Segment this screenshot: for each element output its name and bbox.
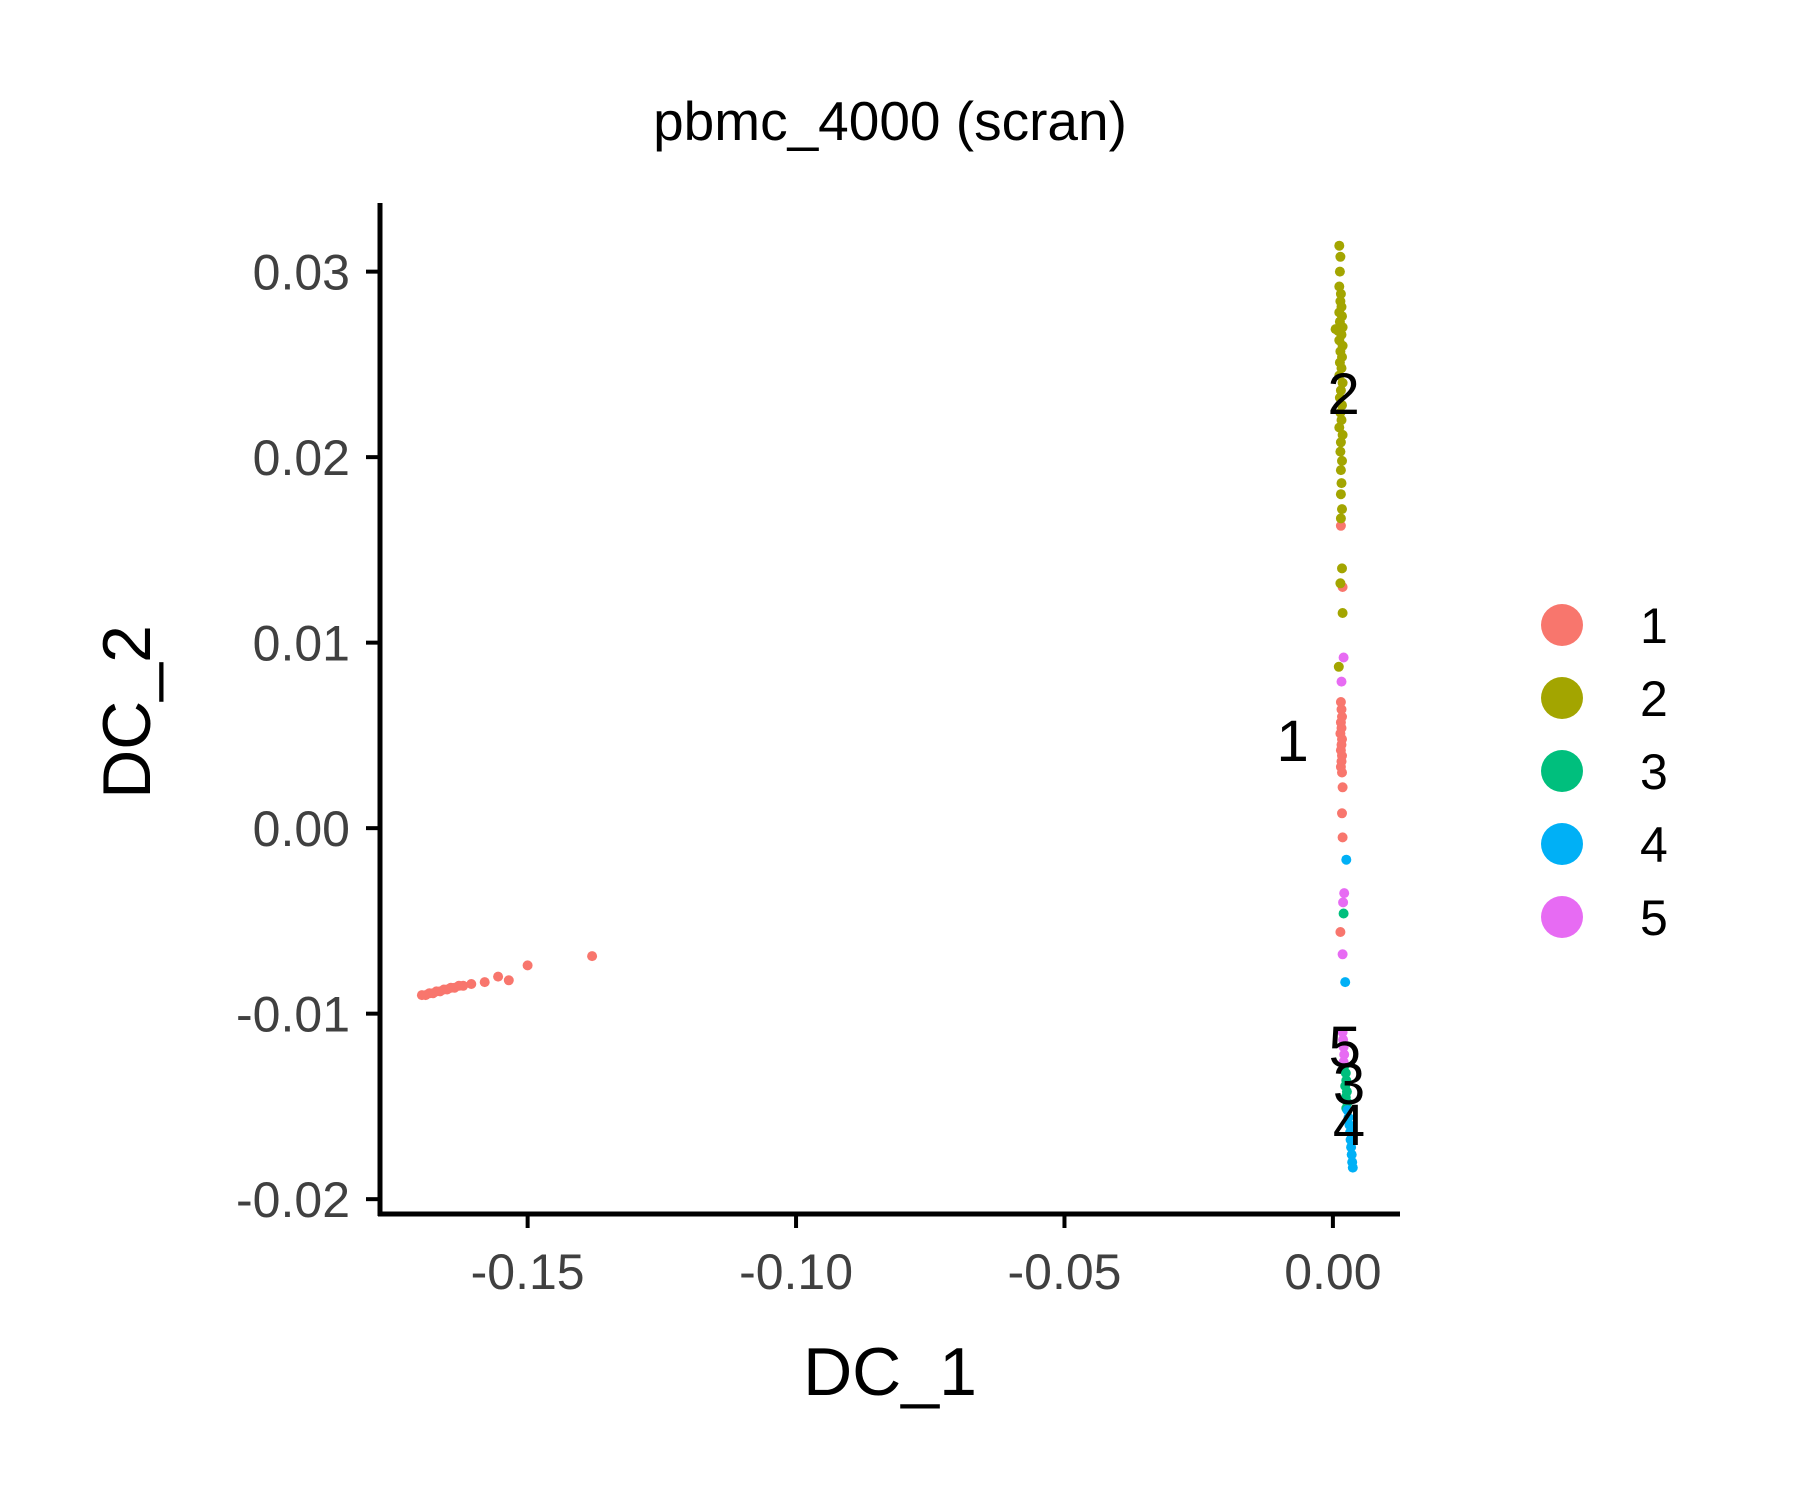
ticks: -0.15 -0.10 -0.05 0.00 -0.02 -0.01 0.00 0.01 0.0…: [236, 245, 1382, 1300]
point-cluster-1-15: [503, 975, 514, 986]
legend-key-5: [1541, 896, 1583, 938]
y-axis-title: DC_2: [89, 625, 165, 799]
point-cluster-4-2: [1342, 1105, 1353, 1116]
x-tick-label: 0.00: [1284, 1244, 1381, 1300]
point-cluster-1-34: [1337, 808, 1347, 819]
cluster-label-2: 2: [1327, 362, 1359, 427]
cluster-label-4: 4: [1333, 1093, 1365, 1158]
legend-label-3: 3: [1640, 744, 1668, 800]
point-cluster-1-32: [1337, 767, 1347, 778]
point-cluster-4-4: [1344, 1120, 1355, 1130]
point-cluster-4-7: [1346, 1142, 1357, 1153]
point-cluster-2-40: [1333, 661, 1344, 672]
point-cluster-2-29: [1335, 437, 1346, 448]
point-cluster-5-4: [1337, 949, 1348, 960]
point-cluster-2-21: [1337, 377, 1348, 388]
point-cluster-1-35: [1337, 832, 1348, 843]
point-cluster-5-2: [1339, 888, 1350, 899]
chart-title: pbmc_4000 (scran): [653, 90, 1127, 152]
point-cluster-5-9: [1338, 1056, 1349, 1067]
point-cluster-2-0: [1334, 240, 1345, 251]
point-cluster-5-8: [1339, 1049, 1350, 1060]
plot-area: [416, 240, 1358, 1173]
cluster-labels: 1 2 34 5: [1276, 362, 1365, 1158]
point-cluster-1-11: [458, 980, 469, 991]
legend-label-1: 1: [1640, 598, 1668, 654]
point-cluster-2-4: [1335, 288, 1346, 299]
point-cluster-1-18: [1335, 520, 1346, 531]
point-cluster-2-22: [1335, 385, 1346, 396]
legend-label-4: 4: [1640, 817, 1668, 873]
cluster-label-5: 5: [1329, 1015, 1361, 1080]
point-cluster-4-6: [1345, 1134, 1356, 1145]
point-cluster-2-31: [1337, 455, 1347, 466]
point-cluster-4-3: [1343, 1112, 1354, 1123]
y-tick-label: 0.01: [253, 616, 350, 672]
point-cluster-1-17: [587, 951, 598, 962]
legend-key-1: [1541, 604, 1583, 646]
legend-label-5: 5: [1640, 890, 1668, 946]
point-cluster-1-20: [1335, 697, 1346, 707]
legend-key-4: [1541, 823, 1583, 865]
point-cluster-2-38: [1335, 578, 1346, 589]
point-cluster-2-37: [1337, 563, 1347, 574]
point-cluster-2-26: [1336, 415, 1347, 425]
point-cluster-4-0: [1341, 854, 1352, 865]
point-cluster-5-5: [1337, 1027, 1348, 1038]
point-cluster-2-1: [1335, 251, 1346, 262]
point-cluster-2-36: [1335, 513, 1346, 524]
point-cluster-1-36: [1335, 927, 1346, 937]
point-cluster-2-34: [1335, 489, 1346, 500]
point-cluster-5-0: [1338, 652, 1349, 663]
legend: 1 2 3 4 5: [1541, 598, 1668, 946]
point-cluster-3-2: [1340, 1068, 1351, 1078]
point-cluster-1-13: [479, 977, 490, 988]
axes: [377, 203, 1400, 1217]
point-cluster-2-35: [1337, 504, 1347, 515]
point-cluster-2-39: [1337, 608, 1348, 618]
point-cluster-5-6: [1338, 1034, 1349, 1045]
point-cluster-3-0: [1338, 908, 1349, 919]
x-tick-label: -0.15: [471, 1244, 585, 1300]
x-tick-label: -0.10: [739, 1244, 853, 1300]
point-cluster-4-8: [1346, 1149, 1357, 1160]
point-cluster-1-14: [493, 971, 504, 982]
x-axis-title: DC_1: [803, 1334, 977, 1410]
point-cluster-1-16: [522, 960, 533, 971]
point-cluster-2-30: [1335, 446, 1346, 457]
point-cluster-2-33: [1336, 478, 1347, 489]
point-cluster-1-21: [1336, 704, 1347, 715]
y-tick-label: -0.02: [236, 1172, 350, 1228]
point-cluster-4-1: [1340, 977, 1351, 988]
y-tick-label: 0.03: [253, 245, 350, 301]
point-cluster-1-33: [1337, 782, 1348, 793]
point-cluster-4-5: [1345, 1127, 1356, 1138]
point-cluster-5-3: [1338, 897, 1349, 908]
y-tick-label: -0.01: [236, 987, 350, 1043]
point-cluster-5-1: [1336, 676, 1347, 687]
point-cluster-2-25: [1335, 407, 1346, 418]
x-tick-label: -0.05: [1007, 1244, 1121, 1300]
cluster-label-3: 3: [1333, 1052, 1365, 1117]
y-tick-label: 0.00: [253, 801, 350, 857]
point-cluster-1-12: [466, 979, 477, 989]
y-tick-label: 0.02: [253, 430, 350, 486]
legend-key-3: [1541, 750, 1583, 792]
point-cluster-2-2: [1334, 266, 1345, 277]
point-cluster-5-7: [1338, 1042, 1349, 1052]
legend-label-2: 2: [1640, 671, 1668, 727]
legend-key-2: [1541, 677, 1583, 719]
point-cluster-4-10: [1347, 1162, 1358, 1173]
point-cluster-2-32: [1335, 465, 1346, 476]
cluster-label-1: 1: [1276, 709, 1308, 774]
